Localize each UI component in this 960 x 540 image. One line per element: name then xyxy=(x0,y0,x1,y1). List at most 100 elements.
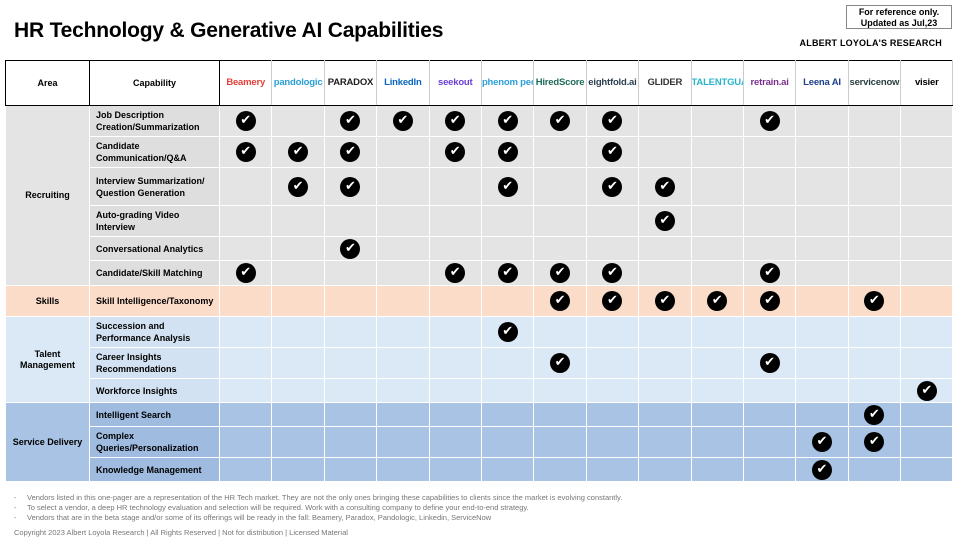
matrix-cell: ✔ xyxy=(533,260,587,286)
capability-label: Skill Intelligence/Taxonomy xyxy=(89,285,220,317)
matrix-cell xyxy=(428,167,482,206)
matrix-cell: ✔ xyxy=(690,285,744,317)
matrix-cell xyxy=(480,236,535,261)
area-label: Skills xyxy=(5,285,90,317)
capability-label: Auto-grading Video Interview xyxy=(89,205,220,237)
capability-label: Candidate/Skill Matching xyxy=(89,260,220,286)
matrix-cell xyxy=(742,378,797,403)
vendor-logo: pandologic xyxy=(271,60,325,106)
matrix-cell xyxy=(900,316,954,348)
matrix-cell xyxy=(638,136,692,168)
area-label: Talent Management xyxy=(5,316,90,403)
vendor-logo: seekout xyxy=(428,60,482,106)
matrix-cell: ✔ xyxy=(900,378,954,403)
matrix-cell xyxy=(900,402,954,427)
matrix-cell xyxy=(585,378,640,403)
matrix-cell: ✔ xyxy=(480,316,535,348)
vendor-logo: PARADOX xyxy=(323,60,378,106)
matrix-cell xyxy=(638,347,692,379)
matrix-cell: ✔ xyxy=(847,402,902,427)
table-row: Auto-grading Video Interview ✔ xyxy=(6,205,954,237)
matrix-cell: ✔ xyxy=(585,136,640,168)
matrix-cell xyxy=(795,285,849,317)
vendor-logo: eightfold.ai xyxy=(585,60,640,106)
matrix-cell xyxy=(585,205,640,237)
header-area: Area xyxy=(5,60,90,106)
matrix-cell xyxy=(376,402,430,427)
check-icon: ✔ xyxy=(602,111,623,131)
vendor-logo: servicenow xyxy=(847,60,902,106)
check-icon: ✔ xyxy=(916,380,937,401)
matrix-cell xyxy=(271,105,325,137)
matrix-cell xyxy=(533,236,587,261)
matrix-cell xyxy=(900,260,954,286)
check-icon: ✔ xyxy=(654,211,675,231)
matrix-cell xyxy=(638,260,692,286)
matrix-cell xyxy=(323,457,378,482)
table-row: Talent Management Succession and Performa… xyxy=(5,316,954,403)
matrix-cell xyxy=(218,426,273,458)
check-icon: ✔ xyxy=(602,176,623,197)
matrix-cell xyxy=(795,105,849,137)
check-icon: ✔ xyxy=(340,176,361,197)
matrix-cell xyxy=(690,347,744,379)
matrix-cell xyxy=(742,167,797,206)
matrix-cell xyxy=(638,378,692,403)
matrix-cell: ✔ xyxy=(323,167,378,206)
vendor-name: Beamery xyxy=(226,78,266,88)
matrix-cell xyxy=(271,378,325,403)
vendor-name: servicenow xyxy=(849,78,900,88)
vendor-name: PARADOX xyxy=(327,78,374,88)
matrix-cell xyxy=(480,457,535,482)
matrix-cell xyxy=(376,260,430,286)
table-row: Candidate Communication/Q&A ✔ ✔ ✔ ✔ ✔ ✔ xyxy=(6,136,954,168)
reference-note-line: For reference only. xyxy=(858,7,940,17)
matrix-cell xyxy=(218,316,273,348)
research-label: ALBERT LOYOLA'S RESEARCH xyxy=(799,38,942,48)
matrix-cell xyxy=(428,402,482,427)
check-icon: ✔ xyxy=(602,142,623,162)
check-icon: ✔ xyxy=(811,432,832,452)
matrix-cell: ✔ xyxy=(533,285,587,317)
matrix-cell xyxy=(900,105,954,137)
capability-label: Candidate Communication/Q&A xyxy=(89,136,220,168)
matrix-cell: ✔ xyxy=(585,105,640,137)
check-icon: ✔ xyxy=(602,263,623,283)
matrix-cell xyxy=(480,426,535,458)
vendor-logo: TALENTGUARD xyxy=(690,60,744,106)
matrix-cell: ✔ xyxy=(742,260,797,286)
header-capability: Capability xyxy=(89,60,220,106)
check-icon: ✔ xyxy=(864,404,885,425)
check-icon: ✔ xyxy=(288,176,309,197)
check-icon: ✔ xyxy=(759,291,780,311)
matrix-cell xyxy=(323,426,378,458)
capability-label: Intelligent Search xyxy=(89,402,220,427)
matrix-cell: ✔ xyxy=(323,236,378,261)
check-icon: ✔ xyxy=(707,291,728,311)
capability-label: Interview Summarization/ Question Genera… xyxy=(89,167,220,206)
matrix-cell xyxy=(533,378,587,403)
matrix-cell xyxy=(218,167,273,206)
matrix-cell: ✔ xyxy=(847,426,902,458)
matrix-cell xyxy=(480,285,535,317)
check-icon: ✔ xyxy=(497,111,518,131)
matrix-cell xyxy=(690,260,744,286)
table-row: Recruiting Job Description Creation/Summa… xyxy=(5,105,954,286)
check-icon: ✔ xyxy=(445,111,466,131)
matrix-cell xyxy=(376,285,430,317)
matrix-cell xyxy=(271,457,325,482)
matrix-cell: ✔ xyxy=(428,260,482,286)
vendor-name: Leena AI xyxy=(803,78,841,88)
matrix-cell xyxy=(323,285,378,317)
matrix-cell xyxy=(533,205,587,237)
check-icon: ✔ xyxy=(602,291,623,311)
matrix-cell xyxy=(428,378,482,403)
check-icon: ✔ xyxy=(445,142,466,162)
matrix-cell xyxy=(533,457,587,482)
matrix-cell xyxy=(900,426,954,458)
check-icon: ✔ xyxy=(864,291,885,311)
vendor-name: eightfold.ai xyxy=(588,78,637,88)
reference-note-line: Updated as Jul,23 xyxy=(860,18,938,28)
check-icon: ✔ xyxy=(497,176,518,197)
matrix-cell xyxy=(795,402,849,427)
